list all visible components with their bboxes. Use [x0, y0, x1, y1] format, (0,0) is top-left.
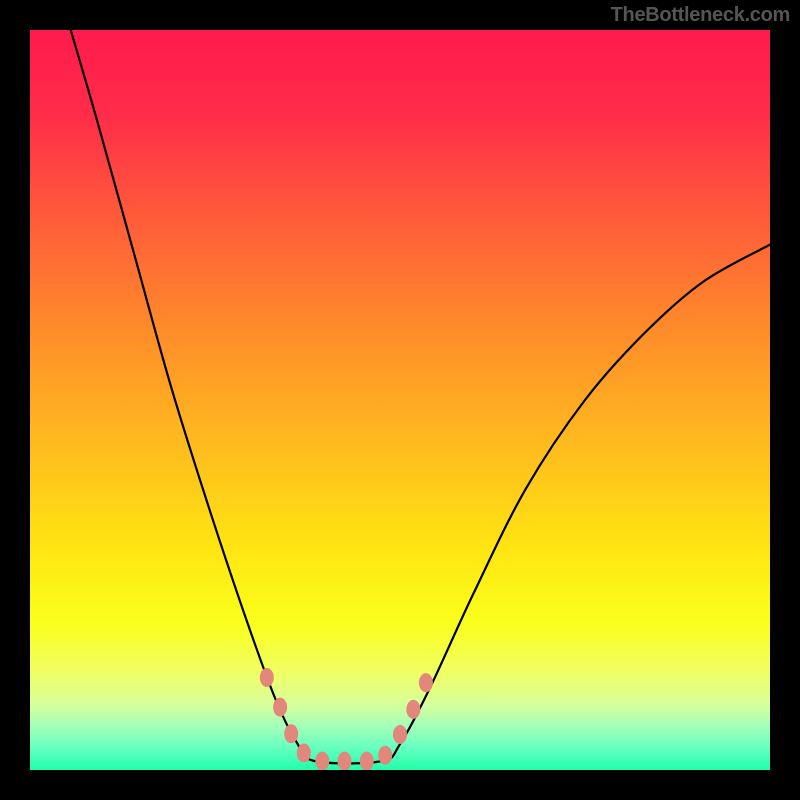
- chart-container: TheBottleneck.com: [0, 0, 800, 800]
- bottleneck-chart: [0, 0, 800, 800]
- data-marker: [316, 752, 329, 770]
- watermark-text: TheBottleneck.com: [611, 4, 790, 27]
- plot-area: [30, 30, 770, 770]
- gradient-background: [30, 30, 770, 770]
- data-marker: [394, 725, 407, 743]
- data-marker: [407, 700, 420, 718]
- data-marker: [285, 725, 298, 743]
- data-marker: [338, 752, 351, 770]
- data-marker: [260, 669, 273, 687]
- data-marker: [297, 744, 310, 762]
- data-marker: [274, 698, 287, 716]
- data-marker: [419, 674, 432, 692]
- data-marker: [379, 746, 392, 764]
- data-marker: [360, 752, 373, 770]
